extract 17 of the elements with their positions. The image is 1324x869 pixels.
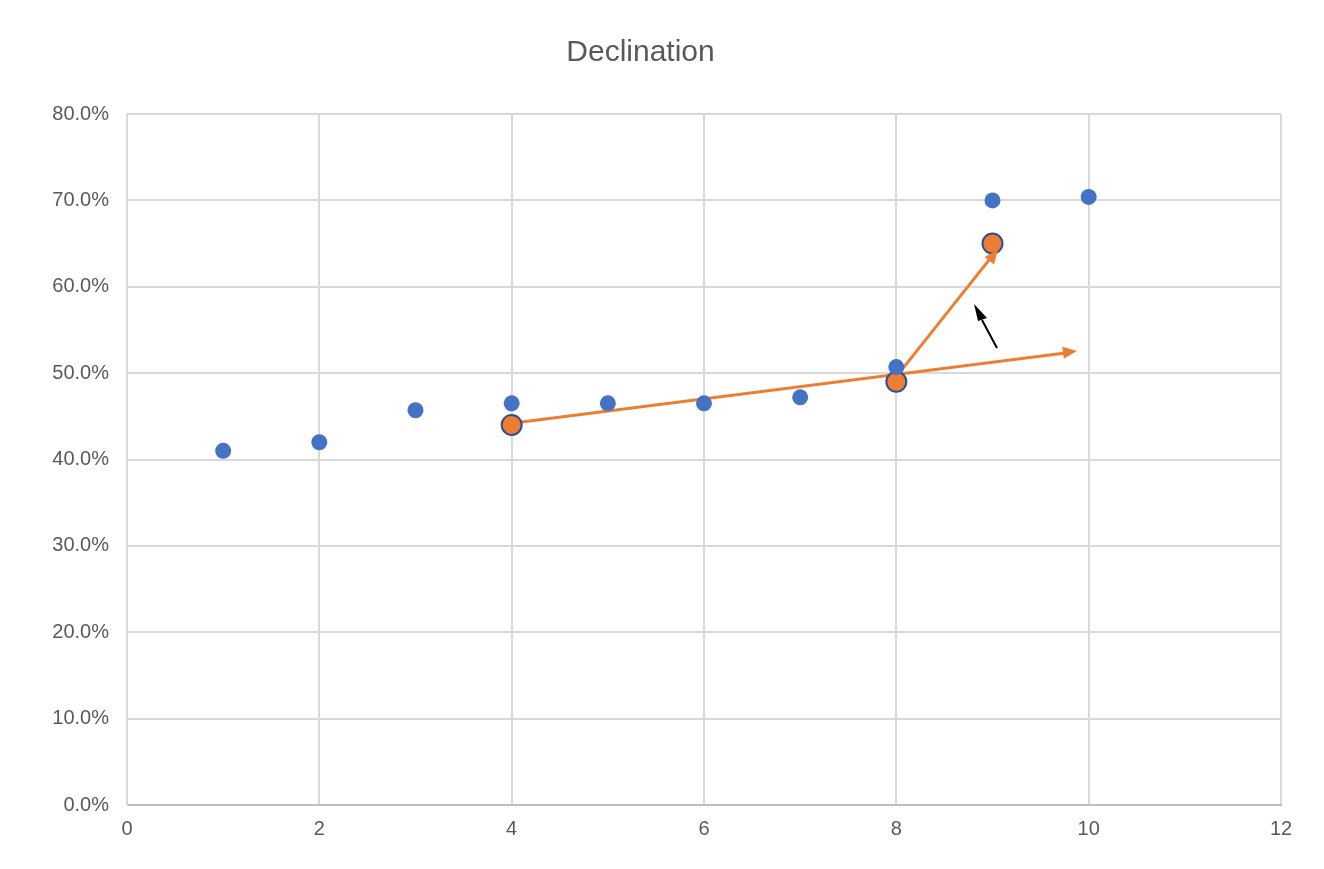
x-tick-label: 12 [1269, 816, 1293, 839]
x-tick-label: 8 [890, 816, 902, 839]
x-tick-label: 0 [121, 816, 133, 839]
x-tick-label: 6 [698, 816, 710, 839]
y-tick-label: 70.0% [52, 187, 110, 210]
x-tick-label: 2 [313, 816, 325, 839]
y-tick-label: 40.0% [52, 447, 110, 470]
y-tick-label: 60.0% [52, 274, 110, 297]
y-tick-label: 80.0% [52, 101, 110, 124]
y-tick-label: 0.0% [63, 792, 110, 815]
y-tick-label: 30.0% [52, 533, 110, 556]
y-tick-label: 10.0% [52, 706, 110, 729]
chart-title: Declination [566, 34, 715, 68]
x-tick-label: 10 [1077, 816, 1100, 839]
y-tick-label: 50.0% [52, 360, 110, 383]
x-tick-label: 4 [506, 816, 518, 839]
y-tick-label: 20.0% [52, 619, 110, 642]
